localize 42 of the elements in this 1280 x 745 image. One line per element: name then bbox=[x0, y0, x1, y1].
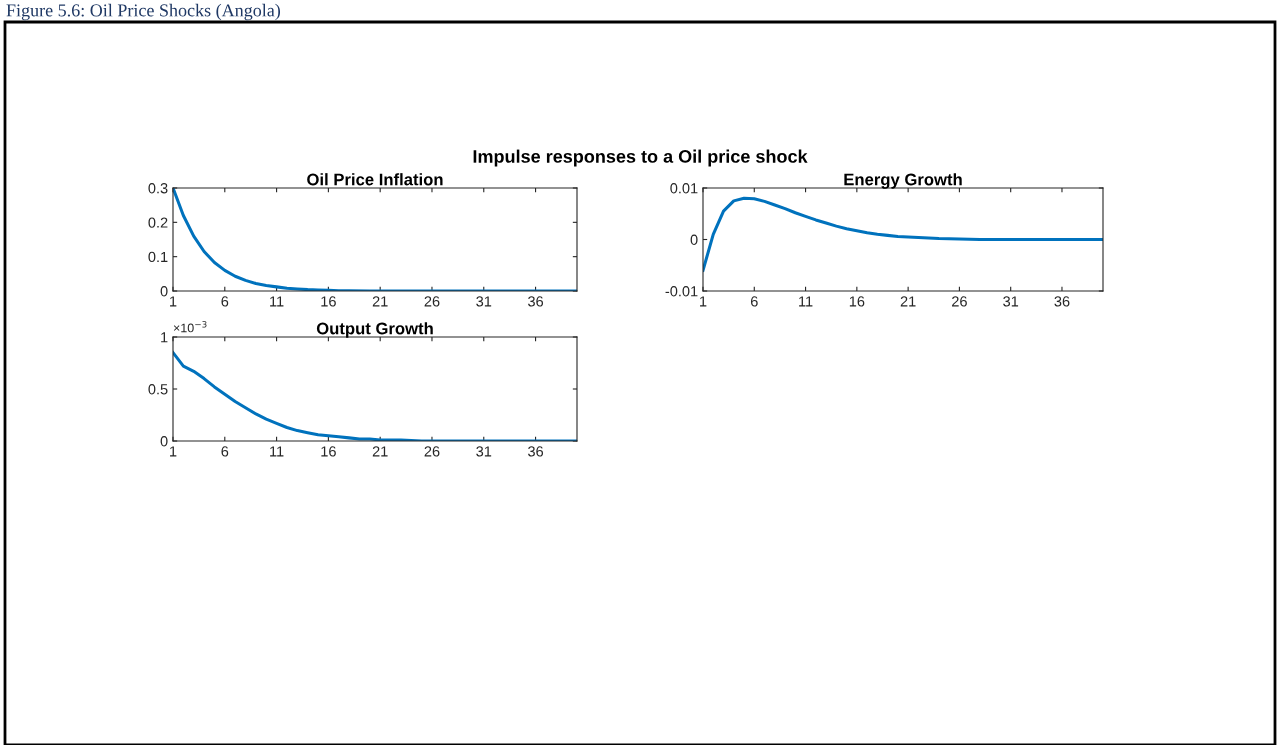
x-tick-label: 6 bbox=[221, 296, 229, 307]
chart-title: Energy Growth bbox=[844, 173, 962, 189]
y-tick-label: 0.5 bbox=[148, 384, 168, 395]
y-tick-label: 0.2 bbox=[148, 217, 168, 228]
x-tick-label: 11 bbox=[799, 296, 813, 307]
text: Impulse responses to a Oil price shock bbox=[473, 149, 808, 167]
text: ×10$^{−3}$ bbox=[173, 320, 207, 333]
chart-title: Output Growth bbox=[316, 322, 433, 338]
line-series bbox=[173, 188, 577, 291]
y-tick-label: 0.3 bbox=[148, 183, 168, 194]
y-tick-label: 0 bbox=[160, 436, 168, 447]
x-tick-label: 11 bbox=[270, 296, 284, 307]
x-tick-label: 16 bbox=[321, 296, 336, 307]
x-tick-label: 36 bbox=[1054, 296, 1070, 307]
x-tick-label: 1 bbox=[170, 296, 177, 307]
x-tick-label: 16 bbox=[849, 296, 865, 307]
x-tick-label: 26 bbox=[424, 446, 440, 457]
x-tick-label: 21 bbox=[372, 296, 388, 307]
x-tick-label: 21 bbox=[900, 296, 916, 307]
x-tick-label: 6 bbox=[750, 296, 758, 307]
x-tick-label: 26 bbox=[424, 296, 440, 307]
x-tick-label: 31 bbox=[476, 446, 492, 457]
x-tick-label: 6 bbox=[221, 446, 229, 457]
x-tick-label: 26 bbox=[952, 296, 967, 307]
line-series bbox=[703, 196, 1103, 272]
x-tick-label: 31 bbox=[1003, 296, 1019, 307]
x-tick-label: 36 bbox=[528, 296, 544, 307]
x-tick-label: 16 bbox=[321, 446, 336, 457]
caption: Figure 5.6: Oil Price Shocks (Angola) bbox=[6, 3, 281, 21]
chart-title: Oil Price Inflation bbox=[307, 173, 443, 186]
y-tick-label: 0.01 bbox=[670, 183, 698, 194]
y-tick-label: 0 bbox=[690, 234, 698, 245]
x-tick-label: 1 bbox=[170, 446, 177, 457]
x-tick-label: 36 bbox=[528, 446, 544, 457]
y-tick-label: -0.01 bbox=[665, 286, 698, 297]
y-tick-label: 1 bbox=[161, 332, 168, 343]
x-tick-label: 11 bbox=[270, 446, 284, 457]
x-tick-label: 31 bbox=[476, 296, 492, 307]
x-tick-label: 1 bbox=[700, 296, 707, 307]
y-tick-label: 0 bbox=[160, 286, 168, 297]
y-tick-label: 0.1 bbox=[148, 251, 168, 263]
x-tick-label: 21 bbox=[372, 446, 388, 457]
